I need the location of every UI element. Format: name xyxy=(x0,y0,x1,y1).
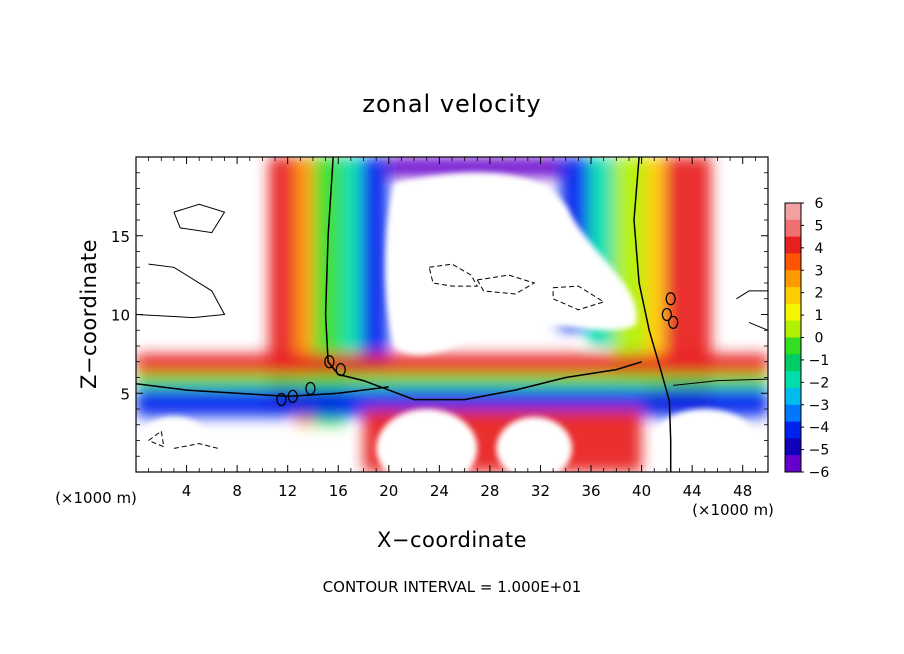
colorbar-swatch xyxy=(785,337,801,355)
contour-ring-8 xyxy=(668,315,679,330)
colorbar-swatch xyxy=(785,320,801,338)
colorbar-tick-label: 3 xyxy=(815,263,824,279)
contour-zero-low xyxy=(136,383,389,398)
contour-ring-7 xyxy=(661,307,673,322)
colorbar-swatch xyxy=(785,387,801,406)
colorbar-tick-label: 5 xyxy=(815,218,824,234)
colorbar-swatch xyxy=(785,219,801,238)
field-band-green-low-layer xyxy=(136,374,768,389)
colorbar-tick-label: −2 xyxy=(809,375,830,391)
x-tick-label: 4 xyxy=(182,482,192,500)
x-tick-label: 24 xyxy=(430,482,449,500)
calm-pocket-1 xyxy=(136,416,212,472)
contour-ring-1 xyxy=(324,355,335,369)
x-axis-ticks: 4 8 12 16 20 24 28 32 36 40 44 48 xyxy=(148,157,756,500)
x-tick-label: 40 xyxy=(632,482,651,500)
colorbar-swatch xyxy=(785,404,801,423)
x-tick-label: 8 xyxy=(232,482,242,500)
x-unit-label: (×1000 m) xyxy=(692,501,774,519)
colorbar-tick-label: 4 xyxy=(815,241,824,257)
calm-pocket-4 xyxy=(654,409,756,472)
x-tick-label: 20 xyxy=(379,482,398,500)
contour-zero-right xyxy=(633,157,672,472)
colorbar-swatch xyxy=(785,203,801,221)
contour-zero-left xyxy=(324,157,642,401)
contour-dashed-2 xyxy=(476,274,536,295)
contour-right-upper xyxy=(736,290,768,300)
colorbar-swatch xyxy=(785,371,801,389)
calm-pocket-3 xyxy=(496,416,573,472)
colorbar-tick-label: 1 xyxy=(815,308,824,324)
field-band-blue-column-left xyxy=(360,157,389,370)
colorbar-tick-label: −1 xyxy=(809,353,830,369)
x-axis-label: X−coordinate xyxy=(377,528,527,552)
contour-dashed-low-2 xyxy=(173,443,219,449)
contour-ring-3 xyxy=(305,381,316,396)
x-tick-label: 36 xyxy=(581,482,600,500)
contour-ring-4 xyxy=(287,389,298,404)
contour-left-mid xyxy=(136,263,226,319)
colorbar-swatch xyxy=(785,303,801,322)
colorbar-tick-label: −6 xyxy=(809,465,830,481)
field-band-yellow-column-right xyxy=(645,157,667,409)
colorbar-swatch xyxy=(785,354,801,372)
contour-ring-2 xyxy=(335,362,346,377)
calm-pocket-2 xyxy=(376,409,478,472)
field-band-red-low-layer xyxy=(136,353,768,375)
colorbar-tick-label: −4 xyxy=(809,420,830,436)
x-tick-label: 48 xyxy=(733,482,752,500)
colorbar-tick-label: 6 xyxy=(815,196,824,212)
y-axis-ticks: 5 10 15 xyxy=(111,172,768,457)
velocity-field xyxy=(136,157,768,472)
colorbar-swatch xyxy=(785,438,801,456)
contour-right-mid xyxy=(748,321,768,331)
contour-right-low xyxy=(673,378,768,386)
colorbar-swatch xyxy=(785,421,801,439)
chart-title: zonal velocity xyxy=(362,90,541,118)
colorbar-swatch xyxy=(785,455,801,473)
y-tick-label: 5 xyxy=(120,385,130,403)
y-tick-label: 10 xyxy=(111,307,130,325)
colorbar-swatch xyxy=(785,253,801,271)
colorbar-tick-label: 2 xyxy=(815,286,824,302)
contour-ring-6 xyxy=(665,292,676,306)
colorbar-swatch xyxy=(785,287,801,305)
contour-upper-left xyxy=(173,203,226,234)
colorbar-swatch xyxy=(785,270,801,288)
contour-dashed-1 xyxy=(428,263,479,287)
colorbar: 6 5 4 3 2 1 0 −1 −2 −3 −4 −5 −6 xyxy=(784,196,830,481)
contour-interval-note: CONTOUR INTERVAL = 1.000E+01 xyxy=(323,578,582,596)
field-band-cyan-column-left xyxy=(340,157,364,378)
field-band-purple-top-center xyxy=(388,157,566,178)
colorbar-tick-label: 0 xyxy=(815,331,824,347)
x-tick-label: 44 xyxy=(683,482,702,500)
x-tick-label: 16 xyxy=(329,482,348,500)
colorbar-tick-label: −3 xyxy=(809,398,830,414)
field-band-green-column-right xyxy=(613,157,648,378)
y-axis-label: Z−coordinate xyxy=(77,239,101,389)
y-tick-label: 15 xyxy=(111,228,130,246)
colorbar-tick-label: −5 xyxy=(809,443,830,459)
contour-ring-5 xyxy=(276,392,287,407)
colorbar-swatch xyxy=(785,236,801,254)
contour-lines xyxy=(136,157,768,472)
x-tick-label: 28 xyxy=(480,482,499,500)
calm-region xyxy=(385,172,637,355)
y-unit-label: (×1000 m) xyxy=(55,489,137,507)
x-tick-label: 32 xyxy=(531,482,550,500)
x-tick-label: 12 xyxy=(278,482,297,500)
contour-dashed-3 xyxy=(552,285,605,311)
